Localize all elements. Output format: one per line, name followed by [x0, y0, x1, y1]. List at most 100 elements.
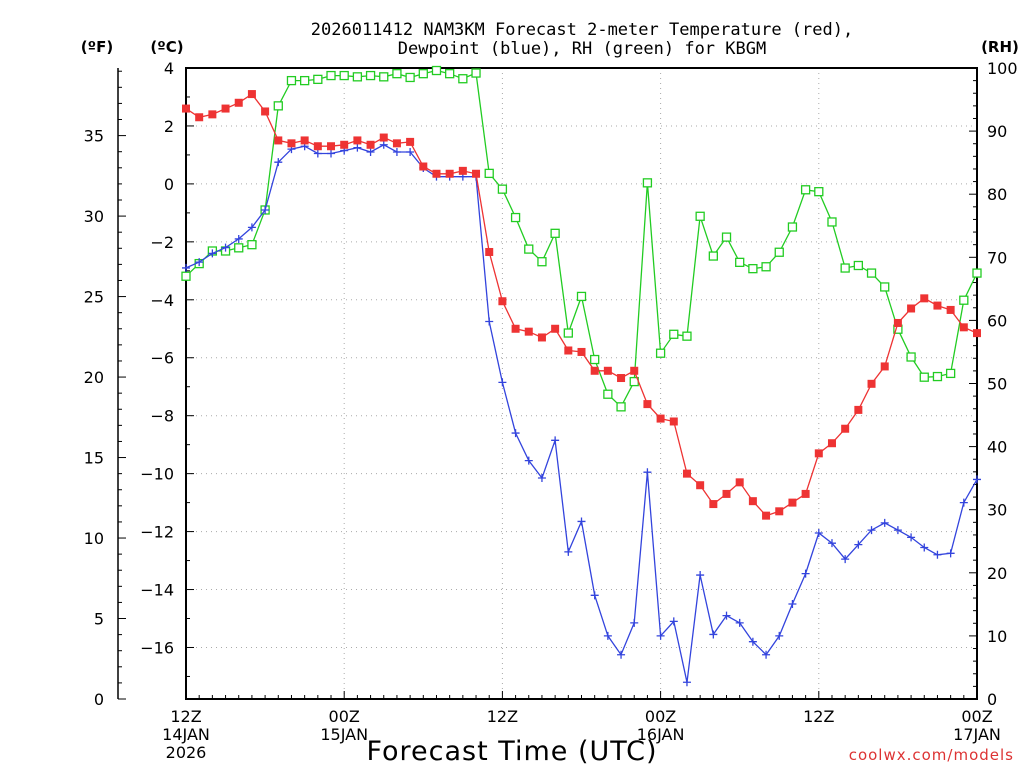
dewpoint-point [748, 637, 757, 646]
temperature-point [603, 366, 612, 375]
celsius-tick-label: −10 [140, 465, 174, 484]
temperature-point [498, 297, 507, 306]
temperature-point [814, 449, 823, 458]
temperature-series [182, 90, 981, 520]
rh-point [906, 352, 916, 362]
temperature-point [208, 110, 217, 119]
rh-point [761, 262, 771, 272]
dewpoint-series [182, 140, 981, 687]
temperature-point [445, 169, 454, 178]
rh-axis-label: (RH) [981, 38, 1019, 56]
temperature-point [656, 414, 665, 423]
rh-point [603, 389, 613, 399]
dewpoint-point [696, 571, 705, 580]
time-tick-label-hour: 00Z [645, 707, 676, 726]
rh-point [880, 282, 890, 292]
celsius-tick-label: 4 [164, 59, 174, 78]
temperature-point [696, 481, 705, 490]
dewpoint-point [656, 631, 665, 640]
temperature-point [340, 140, 349, 149]
dewpoint-point [564, 547, 573, 556]
temperature-point [722, 489, 731, 498]
dewpoint-point [735, 618, 744, 627]
time-tick-label-hour: 00Z [329, 707, 360, 726]
rh-point [959, 295, 969, 305]
time-tick-label-year: 2026 [166, 743, 207, 762]
rh-point [365, 70, 376, 81]
temperature-point [524, 327, 533, 336]
temperature-point [221, 104, 230, 113]
dewpoint-point [801, 569, 810, 578]
rh-point [919, 372, 929, 382]
dewpoint-point [406, 148, 415, 157]
temperature-point [762, 511, 771, 520]
temperature-point [432, 169, 441, 178]
celsius-tick-label: 0 [164, 175, 174, 194]
rh-tick-label: 10 [987, 627, 1007, 646]
temperature-point [841, 424, 850, 433]
rh-point [471, 68, 481, 78]
rh-point [431, 65, 442, 76]
rh-point [326, 70, 336, 81]
rh-point [510, 212, 521, 223]
dewpoint-point [366, 148, 375, 157]
rh-point [247, 240, 257, 250]
temperature-point [854, 405, 863, 414]
dewpoint-point [867, 526, 876, 535]
time-tick-label-hour: 00Z [961, 707, 992, 726]
dewpoint-point [577, 517, 586, 526]
dewpoint-point [669, 617, 678, 626]
dewpoint-point [327, 149, 336, 158]
rh-tick-label: 70 [987, 248, 1007, 267]
temperature-point [182, 104, 190, 113]
dewpoint-point [551, 436, 560, 445]
fahrenheit-axis-label: (ºF) [81, 38, 113, 56]
fahrenheit-tick-label: 25 [84, 288, 104, 307]
dewpoint-point [854, 540, 863, 549]
dewpoint-point [814, 529, 823, 538]
rh-point [497, 184, 508, 194]
rh-point [379, 72, 389, 82]
fahrenheit-tick-label: 10 [84, 529, 104, 548]
rh-point [563, 328, 573, 338]
fahrenheit-tick-label: 5 [94, 610, 104, 629]
dewpoint-point [973, 475, 981, 484]
rh-tick-label: 40 [987, 438, 1007, 457]
rh-point [800, 185, 811, 195]
rh-point [273, 101, 283, 111]
rh-point [827, 217, 837, 227]
dewpoint-point [880, 518, 889, 527]
dewpoint-point [234, 234, 243, 243]
rh-point [814, 187, 824, 197]
dewpoint-point [617, 650, 626, 659]
temperature-point [261, 107, 270, 116]
rh-point [458, 74, 468, 84]
temperature-point [379, 133, 388, 142]
temperature-point [472, 169, 481, 178]
rh-point [932, 371, 943, 382]
dewpoint-point [498, 378, 507, 387]
dewpoint-point [511, 429, 520, 438]
temperature-point [827, 439, 836, 448]
rh-point [840, 263, 850, 273]
temperature-point [195, 113, 204, 122]
dewpoint-point [247, 223, 256, 232]
rh-point [695, 211, 705, 221]
temperature-point [907, 304, 916, 313]
time-tick-label-hour: 12Z [803, 707, 834, 726]
rh-point [787, 222, 798, 232]
dewpoint-point [643, 468, 652, 477]
temperature-point [564, 346, 573, 355]
rh-point [524, 244, 534, 254]
fahrenheit-tick-label: 15 [84, 449, 104, 468]
temperature-point [274, 136, 283, 145]
dewpoint-point [379, 140, 388, 149]
temperature-point [551, 324, 560, 333]
rh-tick-label: 80 [987, 185, 1007, 204]
dewpoint-point [959, 498, 968, 507]
celsius-tick-label: −6 [150, 349, 174, 368]
temperature-point [287, 139, 296, 148]
temperature-point [590, 366, 599, 375]
dewpoint-point [762, 650, 771, 659]
rh-point [655, 348, 666, 358]
